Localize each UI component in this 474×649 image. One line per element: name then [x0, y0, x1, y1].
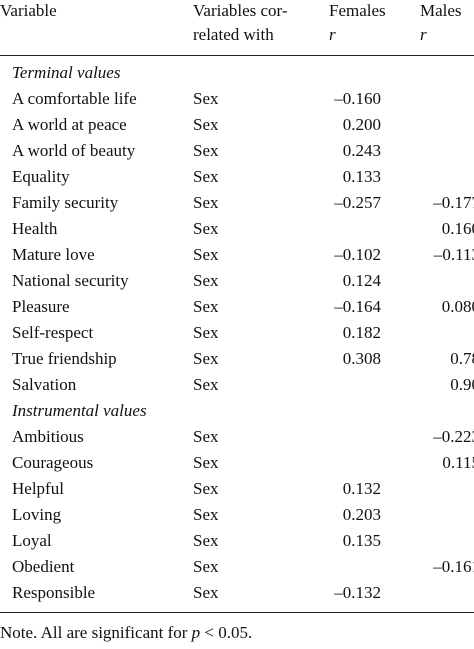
bottom-rule — [0, 612, 474, 613]
male-r: –0.177 — [433, 193, 474, 212]
note-text: Note. All are significant for — [0, 623, 188, 642]
column-header: Variable — [0, 1, 57, 20]
male-r: –0.161 — [433, 557, 474, 576]
correlated-with: Sex — [193, 245, 219, 264]
note-variable: p — [191, 623, 201, 642]
correlated-with: Sex — [193, 349, 219, 368]
section-title: Terminal values — [12, 63, 121, 82]
correlated-with: Sex — [193, 375, 219, 394]
female-r: 0.132 — [342, 479, 381, 498]
variable-name: Family security — [12, 193, 119, 212]
note: Note. All are significant for p < 0.05. — [0, 623, 252, 643]
variable-name: Responsible — [12, 583, 96, 602]
variable-name: A world at peace — [12, 115, 127, 134]
female-r: –0.102 — [334, 245, 381, 264]
female-r: 0.308 — [342, 349, 381, 368]
variable-name: Pleasure — [12, 297, 70, 316]
variable-name: Obedient — [12, 557, 75, 576]
variable-name: Health — [12, 219, 58, 238]
variable-name: National security — [12, 271, 129, 290]
female-r: 0.124 — [342, 271, 381, 290]
male-r: –0.113 — [433, 245, 474, 264]
correlated-with: Sex — [193, 427, 219, 446]
variable-name: Equality — [12, 167, 70, 186]
correlated-with: Sex — [193, 531, 219, 550]
variable-name: Courageous — [12, 453, 94, 472]
correlated-with: Sex — [193, 193, 219, 212]
female-r: 0.182 — [342, 323, 381, 342]
female-r: –0.164 — [334, 297, 381, 316]
correlated-with: Sex — [193, 271, 219, 290]
male-r: 0.78 — [450, 349, 474, 368]
variable-name: Mature love — [12, 245, 95, 264]
correlated-with: Sex — [193, 89, 219, 108]
correlated-with: Sex — [193, 453, 219, 472]
column-header: r — [329, 25, 336, 44]
column-header: Variables cor- — [193, 1, 288, 20]
column-header: r — [420, 25, 427, 44]
male-r: 0.080 — [441, 297, 474, 316]
correlated-with: Sex — [193, 479, 219, 498]
section-title: Instrumental values — [12, 401, 147, 420]
male-r: 0.90 — [450, 375, 474, 394]
female-r: –0.160 — [334, 89, 381, 108]
variable-name: Loyal — [12, 531, 52, 550]
correlated-with: Sex — [193, 557, 219, 576]
male-r: –0.223 — [433, 427, 474, 446]
correlated-with: Sex — [193, 323, 219, 342]
correlated-with: Sex — [193, 297, 219, 316]
column-header: related with — [193, 25, 274, 44]
female-r: 0.200 — [342, 115, 381, 134]
variable-name: True friendship — [12, 349, 117, 368]
correlated-with: Sex — [193, 219, 219, 238]
variable-name: Helpful — [12, 479, 64, 498]
female-r: 0.135 — [342, 531, 381, 550]
female-r: 0.203 — [342, 505, 381, 524]
variable-name: A comfortable life — [12, 89, 137, 108]
female-r: –0.257 — [334, 193, 381, 212]
female-r: 0.243 — [342, 141, 381, 160]
male-r: 0.160 — [441, 219, 474, 238]
note-condition: < 0.05. — [204, 623, 253, 642]
correlated-with: Sex — [193, 115, 219, 134]
female-r: –0.132 — [334, 583, 381, 602]
correlated-with: Sex — [193, 167, 219, 186]
female-r: 0.133 — [342, 167, 381, 186]
male-r: 0.115 — [442, 453, 474, 472]
column-header: Males — [420, 1, 462, 20]
correlated-with: Sex — [193, 505, 219, 524]
correlated-with: Sex — [193, 141, 219, 160]
column-header: Females — [329, 1, 386, 20]
variable-name: Ambitious — [12, 427, 84, 446]
variable-name: Self-respect — [12, 323, 94, 342]
variable-name: Loving — [12, 505, 62, 524]
variable-name: A world of beauty — [12, 141, 136, 160]
variable-name: Salvation — [12, 375, 77, 394]
correlated-with: Sex — [193, 583, 219, 602]
header-rule — [0, 55, 474, 56]
